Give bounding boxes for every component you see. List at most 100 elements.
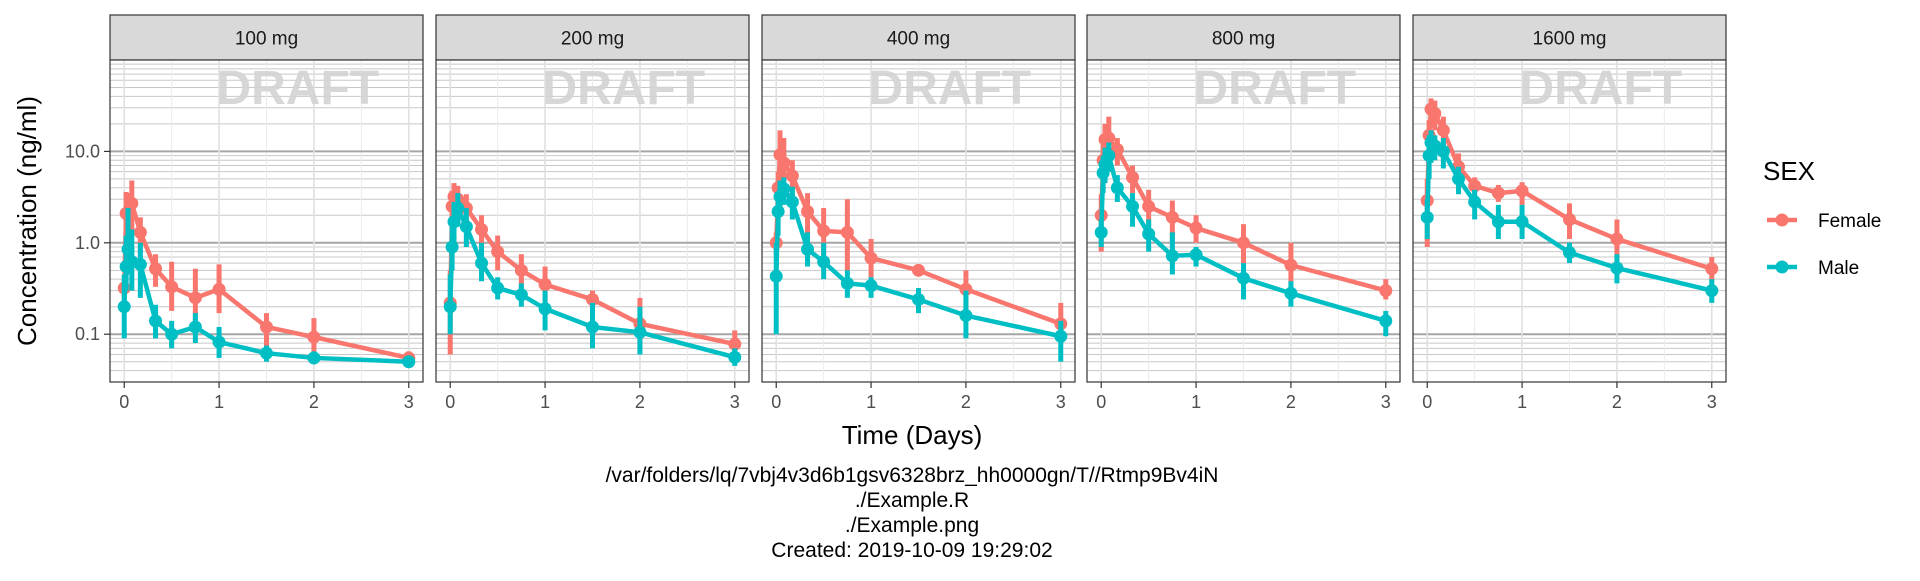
data-point (1142, 199, 1156, 213)
data-point (840, 225, 854, 239)
data-point (633, 325, 647, 339)
x-tick-label: 0 (1096, 392, 1106, 412)
data-point (260, 346, 273, 360)
data-point (777, 156, 791, 170)
x-tick-label: 2 (635, 392, 645, 412)
data-point (1237, 271, 1250, 285)
data-point (785, 195, 799, 209)
x-tick-label: 3 (404, 392, 414, 412)
data-point (475, 222, 489, 236)
watermark: DRAFT (542, 62, 705, 115)
x-tick-label: 2 (1286, 392, 1296, 412)
data-point (801, 242, 815, 256)
data-point (1705, 262, 1719, 276)
data-point (451, 201, 465, 215)
x-tick-label: 1 (1517, 392, 1527, 412)
data-point (1237, 236, 1250, 250)
data-point (959, 309, 973, 323)
y-tick-label: 1.0 (75, 233, 100, 253)
panel-border (761, 59, 1076, 383)
data-point (586, 320, 599, 334)
x-tick-label: 0 (445, 392, 455, 412)
facet-strip (109, 14, 424, 61)
data-point (1515, 215, 1529, 229)
facet-panel: 100 mg DRAFT 0 1 2 3 (109, 14, 424, 412)
data-point (165, 280, 179, 294)
data-point (1189, 221, 1203, 235)
legend-point (1775, 260, 1789, 274)
legend: SEX Female Male (1763, 156, 1881, 285)
data-point (1110, 181, 1124, 195)
data-point (728, 350, 742, 364)
data-point (1102, 149, 1116, 163)
data-point (447, 215, 461, 229)
data-point (1468, 179, 1482, 193)
legend-title: SEX (1763, 156, 1815, 186)
data-point (121, 242, 135, 256)
facet-strip-label: 1600 mg (1533, 29, 1607, 50)
data-point (188, 320, 202, 334)
data-point (1491, 186, 1505, 200)
data-point (1563, 212, 1576, 226)
data-point (912, 292, 925, 306)
x-tick-label: 2 (961, 392, 971, 412)
data-point (959, 282, 973, 296)
data-point (491, 245, 505, 259)
data-point (1436, 123, 1450, 137)
data-point (840, 276, 854, 290)
data-point (1126, 199, 1140, 213)
data-point (1284, 286, 1298, 300)
footer-line: ./Example.R (855, 489, 969, 512)
x-tick-label: 2 (309, 392, 319, 412)
data-point (307, 330, 321, 344)
data-point (1468, 195, 1482, 209)
data-point (443, 300, 457, 314)
data-point (769, 269, 783, 283)
data-point (475, 256, 489, 270)
x-axis-title: Time (Days) (842, 420, 983, 450)
x-tick-label: 0 (771, 392, 781, 412)
data-point (1452, 172, 1466, 186)
x-tick-label: 2 (1612, 392, 1622, 412)
data-point (1610, 261, 1624, 275)
facet-strip-label: 400 mg (887, 29, 950, 50)
watermark: DRAFT (868, 62, 1031, 115)
data-point (864, 251, 878, 265)
data-point (445, 240, 459, 254)
data-point (1189, 248, 1203, 262)
watermark: DRAFT (1519, 62, 1682, 115)
data-point (514, 263, 528, 277)
data-point (1491, 215, 1505, 229)
data-point (1165, 249, 1179, 263)
series-male (117, 208, 416, 369)
y-tick-label: 0.1 (75, 324, 100, 344)
data-point (817, 224, 831, 238)
data-point (1379, 284, 1393, 298)
data-point (117, 300, 131, 314)
data-point (1515, 184, 1529, 198)
data-point (1054, 329, 1068, 343)
data-point (1165, 210, 1179, 224)
data-point (771, 205, 785, 219)
data-point (1563, 246, 1576, 260)
x-tick-label: 0 (1422, 392, 1432, 412)
data-point (491, 281, 505, 295)
data-point (912, 263, 925, 277)
data-point (817, 255, 831, 269)
data-point (133, 257, 147, 271)
data-point (1436, 144, 1450, 158)
data-point (1422, 149, 1436, 163)
watermark: DRAFT (216, 62, 379, 115)
x-tick-label: 1 (214, 392, 224, 412)
data-point (212, 282, 226, 296)
data-point (1610, 232, 1624, 246)
data-point (459, 220, 473, 234)
data-point (149, 262, 163, 276)
x-tick-label: 3 (1707, 392, 1717, 412)
facet-strip (1086, 14, 1401, 61)
data-point (1284, 258, 1298, 272)
footer-line: Created: 2019-10-09 19:29:02 (771, 539, 1052, 562)
facet-panel: 800 mg DRAFT 0 1 2 3 (1086, 14, 1401, 412)
data-point (133, 225, 147, 239)
footer-caption: /var/folders/lq/7vbj4v3d6b1gsv6328brz_hh… (606, 464, 1219, 562)
